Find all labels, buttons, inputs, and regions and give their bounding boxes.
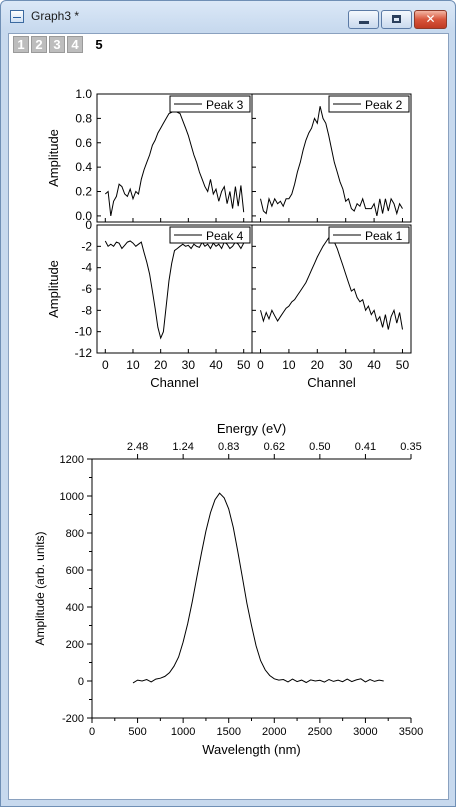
- layer-tab-3[interactable]: 3: [49, 36, 65, 53]
- panel-frame-1: [251, 93, 412, 223]
- y-tick-label: 800: [66, 528, 84, 540]
- x-tick-label: 30: [339, 358, 353, 372]
- panel-frame-0: [96, 93, 253, 223]
- y-tick-label: 0.4: [75, 160, 92, 174]
- panel-frame-2: [96, 224, 253, 354]
- x-tick-label: 1000: [171, 726, 195, 738]
- x-tick-label: 40: [209, 358, 223, 372]
- y-tick-label: -200: [62, 713, 84, 725]
- top-tick-label: 0.35: [400, 441, 421, 453]
- y-tick-label: -2: [81, 239, 92, 253]
- graph-window-icon[interactable]: [10, 10, 24, 23]
- legend-label: Peak 3: [206, 98, 244, 112]
- y-tick-label: 0: [78, 676, 84, 688]
- y-tick-label: 1000: [60, 491, 84, 503]
- x-tick-label: 0: [89, 726, 95, 738]
- y-tick-label: 0.0: [75, 209, 92, 223]
- y-tick-label: 1200: [60, 454, 84, 466]
- y-axis-title: Amplitude: [46, 129, 61, 187]
- x-tick-label: 50: [396, 358, 410, 372]
- x-tick-label: 30: [182, 358, 196, 372]
- legend-label: Peak 1: [365, 229, 403, 243]
- series-line-peak-2: [260, 106, 403, 217]
- x-tick-label: 0: [102, 358, 109, 372]
- x-tick-label: 3500: [399, 726, 423, 738]
- x-tick-label: 3000: [353, 726, 377, 738]
- series-line-peak-4: [104, 240, 245, 340]
- y-axis-title: Amplitude: [46, 260, 61, 318]
- y-tick-label: -8: [81, 303, 92, 317]
- y-tick-label: 0.6: [75, 136, 92, 150]
- x-tick-label: 500: [128, 726, 146, 738]
- title-bar[interactable]: Graph3 * ✕: [1, 1, 455, 31]
- panel-frame-3: [251, 224, 412, 354]
- x-tick-label: 1500: [216, 726, 240, 738]
- top-tick-label: 2.48: [127, 441, 148, 453]
- y-tick-label: 400: [66, 602, 84, 614]
- legend-box: [169, 226, 251, 244]
- layer-tab-5[interactable]: 5: [91, 36, 107, 53]
- series-line-peak-1: [260, 234, 403, 330]
- legend-label: Peak 4: [206, 229, 244, 243]
- x-tick-label: 2000: [262, 726, 286, 738]
- x-tick-label: 40: [367, 358, 381, 372]
- window-title: Graph3 *: [31, 9, 80, 23]
- top-tick-label: 0.41: [355, 441, 376, 453]
- close-button[interactable]: ✕: [414, 10, 447, 29]
- x-axis-title: Channel: [150, 375, 199, 390]
- layer-tab-2[interactable]: 2: [31, 36, 47, 53]
- y-tick-label: -10: [75, 325, 93, 339]
- y-tick-label: -6: [81, 282, 92, 296]
- x-tick-label: 20: [154, 358, 168, 372]
- top-tick-label: 0.83: [218, 441, 239, 453]
- y-tick-label: 600: [66, 565, 84, 577]
- y-tick-label: 200: [66, 639, 84, 651]
- maximize-icon: [392, 15, 401, 23]
- x-tick-label: 50: [237, 358, 251, 372]
- legend-label: Peak 2: [365, 98, 403, 112]
- maximize-button[interactable]: [381, 10, 412, 29]
- series-line-peak-3: [104, 110, 245, 216]
- spectrum-line: [132, 492, 384, 684]
- y-tick-label: -12: [75, 346, 93, 360]
- legend-box: [328, 95, 410, 113]
- close-icon: ✕: [425, 12, 436, 26]
- x-tick-label: 20: [311, 358, 325, 372]
- y-tick-label: 0.2: [75, 185, 92, 199]
- x-tick-label: 10: [126, 358, 140, 372]
- x-tick-label: 0: [257, 358, 264, 372]
- y-tick-label: 0: [85, 218, 92, 232]
- y-tick-label: -4: [81, 261, 92, 275]
- minimize-button[interactable]: [348, 10, 379, 29]
- x-tick-label: 2500: [308, 726, 332, 738]
- top-tick-label: 1.24: [172, 441, 193, 453]
- y-tick-label: 0.8: [75, 111, 92, 125]
- x-axis-title: Channel: [307, 375, 356, 390]
- top-tick-label: 0.50: [309, 441, 330, 453]
- top-tick-label: 0.62: [264, 441, 285, 453]
- layer-tab-1[interactable]: 1: [13, 36, 29, 53]
- graph-page: [8, 33, 449, 800]
- x-axis-title: Wavelength (nm): [202, 742, 301, 757]
- top-axis-title: Energy (eV): [217, 421, 286, 436]
- y-axis-title: Amplitude (arb. units): [33, 531, 47, 645]
- layer-tab-4[interactable]: 4: [67, 36, 83, 53]
- x-tick-label: 10: [282, 358, 296, 372]
- minimize-icon: [359, 21, 369, 24]
- legend-box: [169, 95, 251, 113]
- legend-box: [328, 226, 410, 244]
- y-tick-label: 1.0: [75, 87, 92, 101]
